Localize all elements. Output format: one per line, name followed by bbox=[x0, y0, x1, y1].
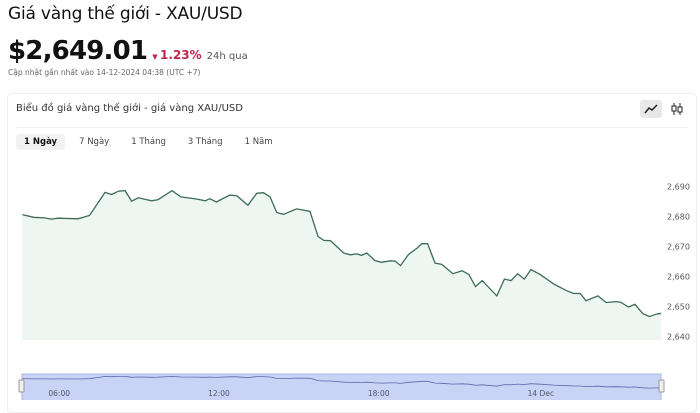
y-tick-label: 2,680 bbox=[667, 213, 690, 222]
navigator-handle-right[interactable] bbox=[659, 380, 664, 392]
y-tick-label: 2,660 bbox=[667, 273, 690, 282]
navigator-handle-left[interactable] bbox=[19, 380, 24, 392]
x-tick-label: 12:00 bbox=[208, 389, 230, 398]
y-tick-label: 2,640 bbox=[667, 333, 690, 342]
navigator bbox=[22, 374, 661, 400]
price-area bbox=[22, 191, 661, 340]
y-tick-label: 2,670 bbox=[667, 243, 690, 252]
y-tick-label: 2,690 bbox=[667, 183, 690, 192]
y-tick-label: 2,650 bbox=[667, 303, 690, 312]
x-tick-label: 14 Dec bbox=[528, 389, 554, 398]
x-tick-label: 06:00 bbox=[48, 389, 70, 398]
x-tick-label: 18:00 bbox=[368, 389, 390, 398]
price-chart: 2,640 2,650 2,660 2,670 2,680 2,690 06:00 12:00… bbox=[0, 0, 700, 400]
